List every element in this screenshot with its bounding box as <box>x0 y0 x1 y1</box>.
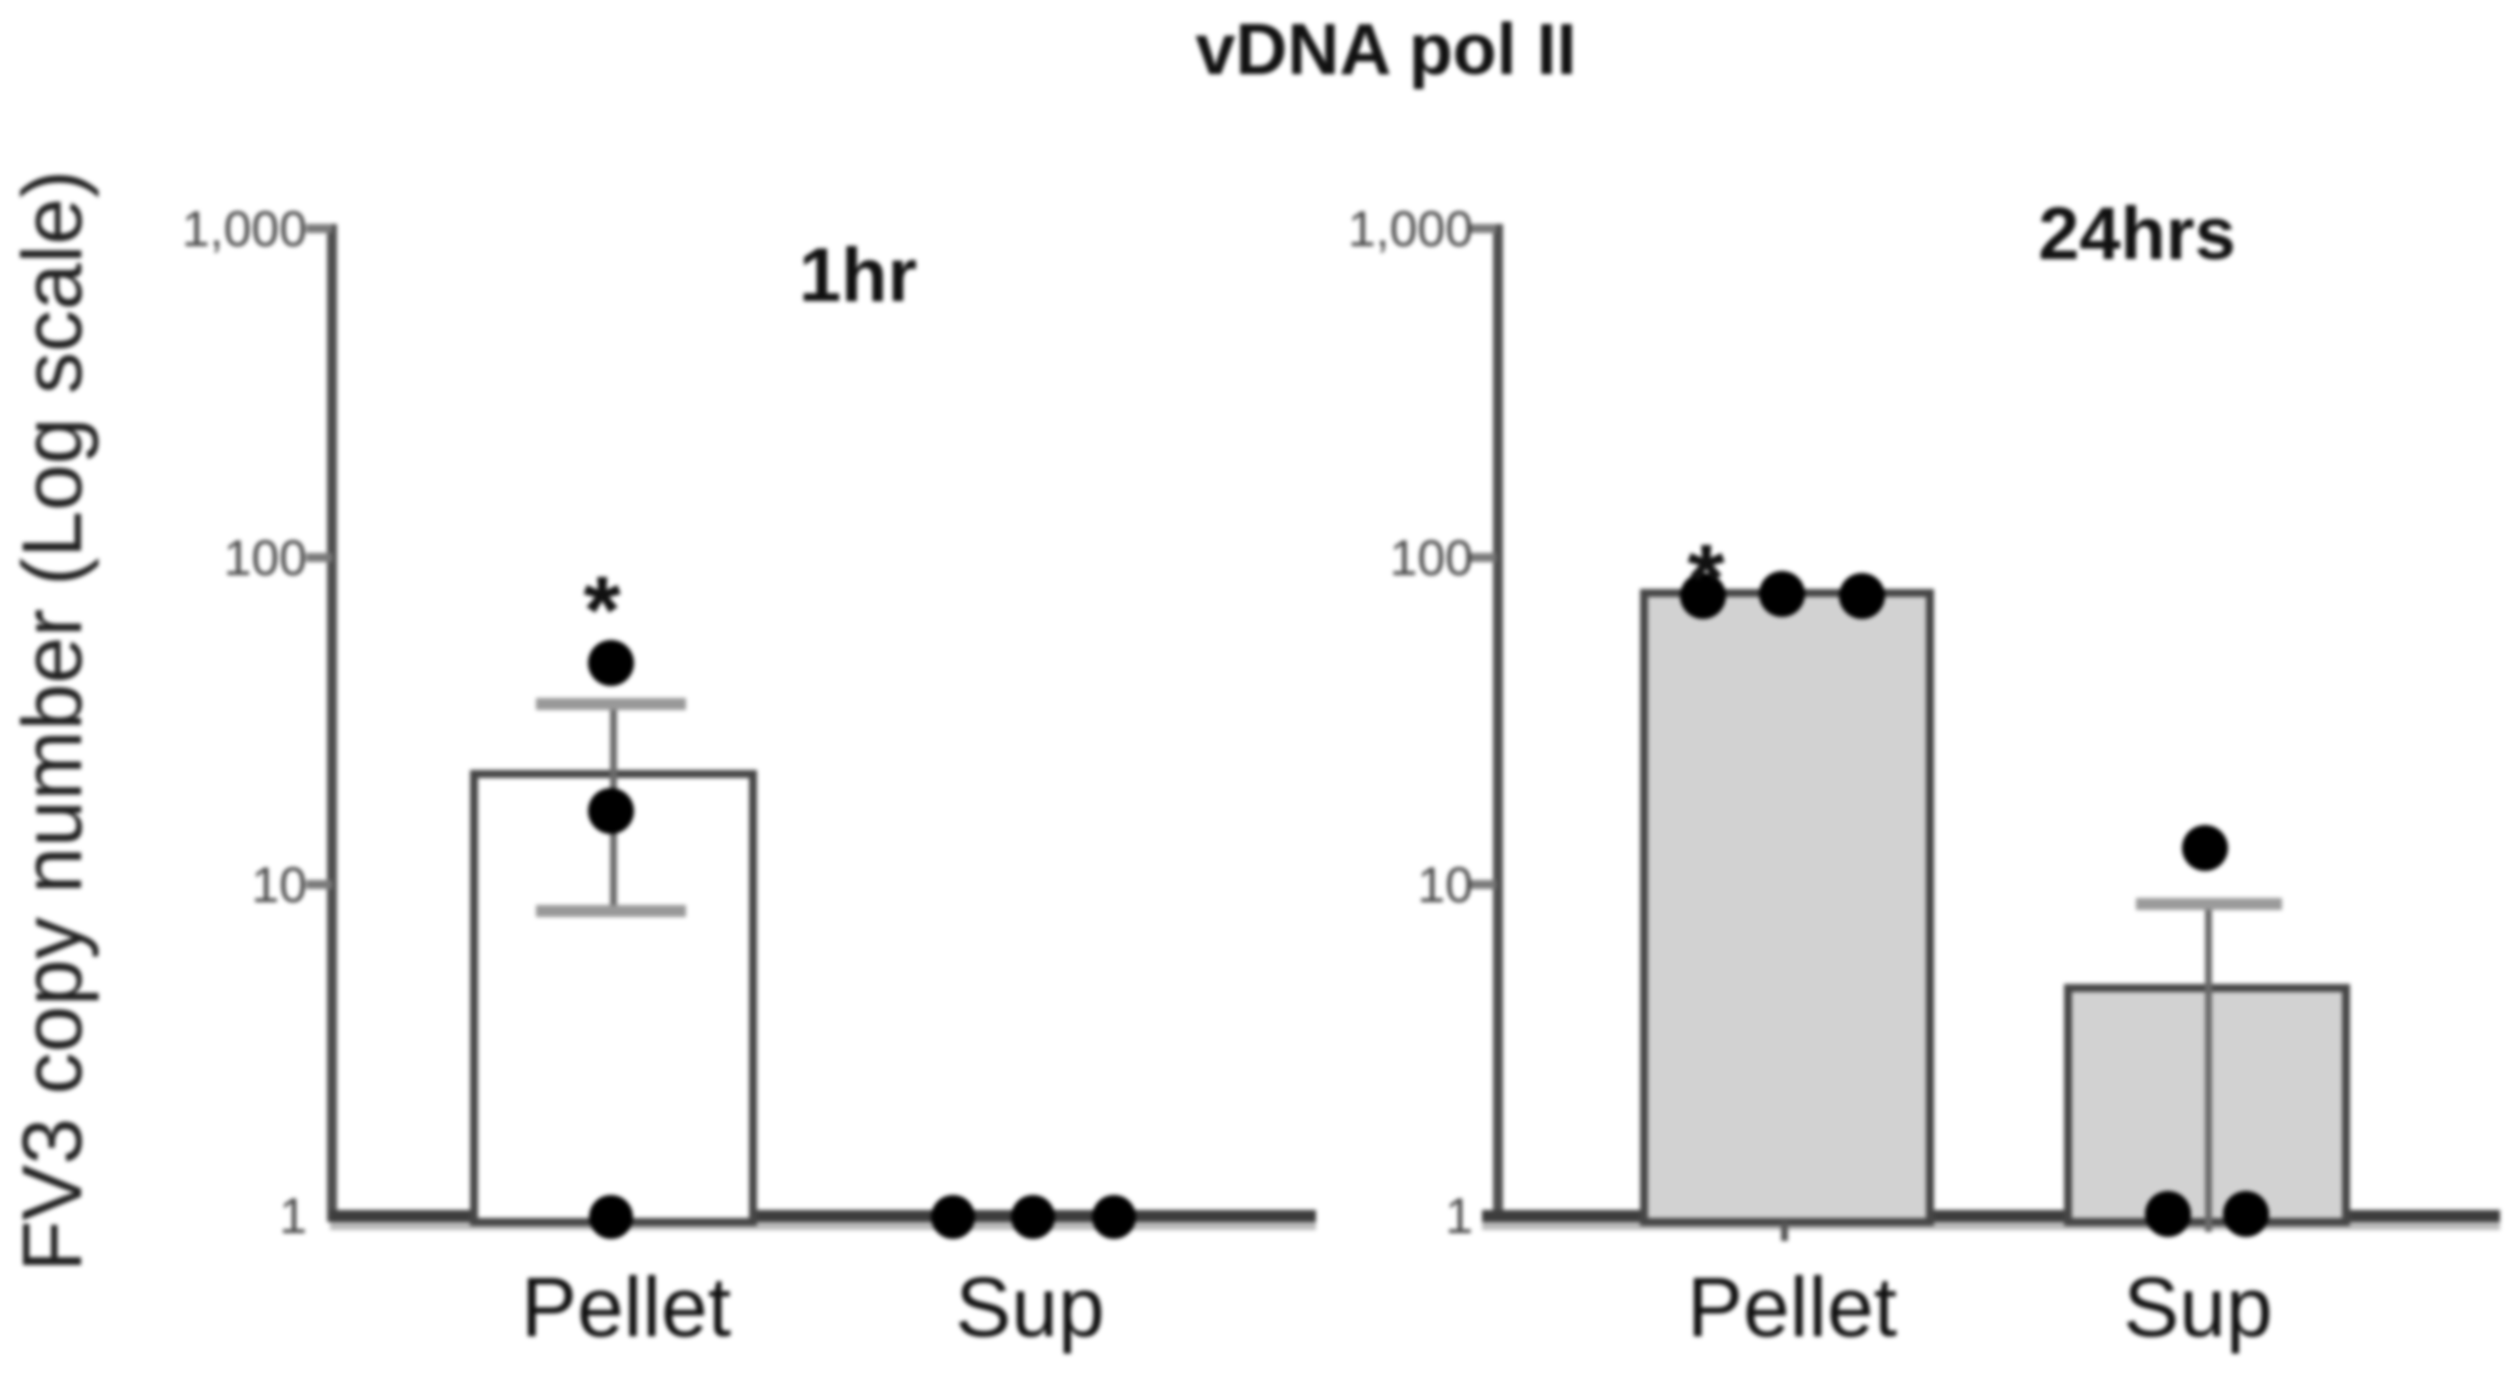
svg-text:FV3 copy number (Log scale): FV3 copy number (Log scale) <box>5 170 99 1272</box>
svg-text:*: * <box>1687 525 1725 632</box>
svg-text:1,000: 1,000 <box>1348 201 1473 257</box>
svg-text:100: 100 <box>1390 530 1473 586</box>
svg-text:10: 10 <box>251 857 307 913</box>
svg-text:100: 100 <box>224 530 307 586</box>
svg-text:1: 1 <box>1445 1188 1473 1244</box>
svg-text:*: * <box>583 557 621 664</box>
svg-text:1: 1 <box>279 1188 307 1244</box>
svg-text:Pellet: Pellet <box>1687 1260 1897 1354</box>
svg-text:10: 10 <box>1417 857 1473 913</box>
svg-text:Sup: Sup <box>955 1260 1104 1354</box>
svg-text:Pellet: Pellet <box>521 1260 731 1354</box>
svg-text:vDNA pol II: vDNA pol II <box>1195 10 1576 90</box>
svg-text:Sup: Sup <box>2123 1260 2272 1354</box>
svg-text:1,000: 1,000 <box>182 201 307 257</box>
svg-text:24hrs: 24hrs <box>2038 192 2235 275</box>
svg-text:1hr: 1hr <box>799 233 917 318</box>
